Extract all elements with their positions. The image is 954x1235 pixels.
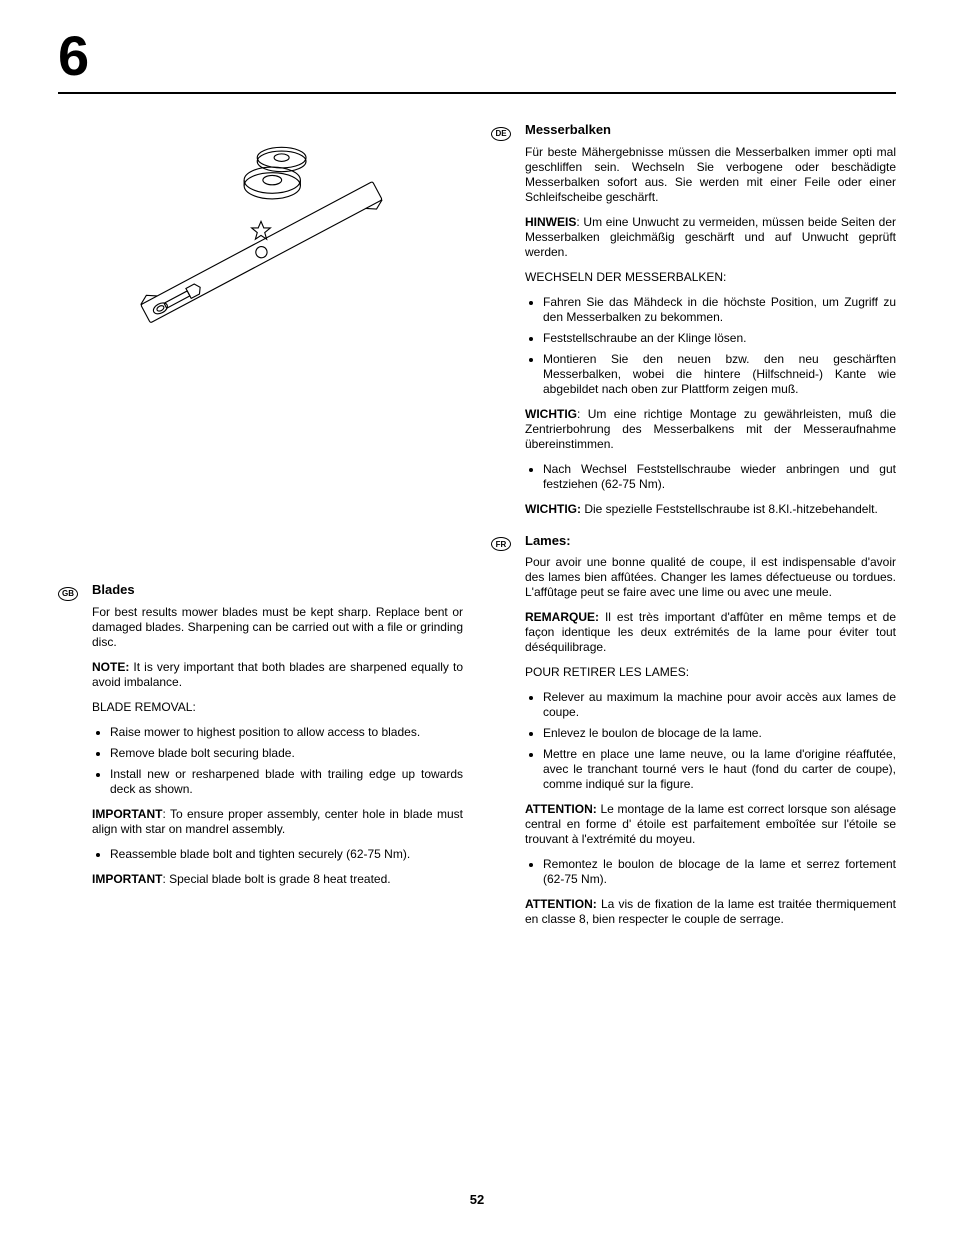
- list-item: Remove blade bolt securing blade.: [110, 746, 463, 761]
- gb-title: Blades: [92, 582, 135, 597]
- list-item: Relever au maximum la machine pour avoir…: [543, 690, 896, 720]
- list-item: Enlevez le boulon de blocage de la lame.: [543, 726, 896, 741]
- de-bullets-2: Nach Wechsel Feststellschraube wieder an…: [525, 462, 896, 492]
- gb-important1-label: IMPORTANT: [92, 807, 162, 821]
- gb-important-2: IMPORTANT: Special blade bolt is grade 8…: [92, 872, 463, 887]
- list-item: Remontez le boulon de blocage de la lame…: [543, 857, 896, 887]
- fr-remarque: REMARQUE: Il est très important d'affûte…: [525, 610, 896, 655]
- chapter-number: 6: [58, 28, 896, 84]
- list-item: Raise mower to highest position to allow…: [110, 725, 463, 740]
- list-item: Montieren Sie den neuen bzw. den neu ges…: [543, 352, 896, 397]
- gb-important2-text: : Special blade bolt is grade 8 heat tre…: [162, 872, 390, 886]
- fr-attention2-label: ATTENTION:: [525, 897, 597, 911]
- fr-header: FR Lames:: [491, 533, 896, 550]
- de-wichtig2-label: WICHTIG:: [525, 502, 581, 516]
- fr-remarque-label: REMARQUE:: [525, 610, 599, 624]
- gb-note: NOTE: It is very important that both bla…: [92, 660, 463, 690]
- list-item: Fahren Sie das Mähdeck in die höchste Po…: [543, 295, 896, 325]
- gb-removal-heading: BLADE REMOVAL:: [92, 700, 463, 715]
- right-column: DE Messerbalken Für beste Mähergebnisse …: [491, 122, 896, 943]
- gb-note-text: It is very important that both blades ar…: [92, 660, 463, 689]
- content-columns: GB Blades For best results mower blades …: [58, 122, 896, 943]
- fr-section: FR Lames: Pour avoir une bonne qualité d…: [491, 533, 896, 928]
- gb-bullets-1: Raise mower to highest position to allow…: [92, 725, 463, 797]
- fr-attention1-label: ATTENTION:: [525, 802, 597, 816]
- fr-intro: Pour avoir une bonne qualité de coupe, i…: [525, 555, 896, 600]
- fr-removal-heading: POUR RETIRER LES LAMES:: [525, 665, 896, 680]
- fr-attention-2: ATTENTION: La vis de fixation de la lame…: [525, 897, 896, 927]
- gb-note-label: NOTE:: [92, 660, 129, 674]
- de-header: DE Messerbalken: [491, 122, 896, 139]
- de-wichtig1-text: : Um eine richtige Montage zu gewährleis…: [525, 407, 896, 451]
- de-wichtig2-text: Die spezielle Feststellschraube ist 8.Kl…: [581, 502, 878, 516]
- de-section: DE Messerbalken Für beste Mähergebnisse …: [491, 122, 896, 517]
- page-number: 52: [0, 1192, 954, 1207]
- list-item: Nach Wechsel Feststellschraube wieder an…: [543, 462, 896, 492]
- de-wichtig-1: WICHTIG: Um eine richtige Montage zu gew…: [525, 407, 896, 452]
- gb-section: GB Blades For best results mower blades …: [58, 582, 463, 887]
- de-hinweis: HINWEIS: Um eine Unwucht zu vermeiden, m…: [525, 215, 896, 260]
- de-title: Messerbalken: [525, 122, 611, 137]
- list-item: Reassemble blade bolt and tighten secure…: [110, 847, 463, 862]
- de-removal-heading: WECHSELN DER MESSERBALKEN:: [525, 270, 896, 285]
- list-item: Feststellschraube an der Klinge lösen.: [543, 331, 896, 346]
- blade-diagram: [58, 142, 463, 362]
- de-wichtig-2: WICHTIG: Die spezielle Feststellschraube…: [525, 502, 896, 517]
- fr-title: Lames:: [525, 533, 571, 548]
- fr-badge-icon: FR: [491, 537, 511, 551]
- gb-bullets-2: Reassemble blade bolt and tighten secure…: [92, 847, 463, 862]
- de-hinweis-text: : Um eine Unwucht zu vermeiden, müssen b…: [525, 215, 896, 259]
- de-wichtig1-label: WICHTIG: [525, 407, 577, 421]
- de-bullets-1: Fahren Sie das Mähdeck in die höchste Po…: [525, 295, 896, 397]
- de-badge-icon: DE: [491, 127, 511, 141]
- blade-svg: [111, 142, 411, 342]
- header-rule: [58, 92, 896, 94]
- list-item: Install new or resharpened blade with tr…: [110, 767, 463, 797]
- fr-attention-1: ATTENTION: Le montage de la lame est cor…: [525, 802, 896, 847]
- gb-important2-label: IMPORTANT: [92, 872, 162, 886]
- gb-important-1: IMPORTANT: To ensure proper assembly, ce…: [92, 807, 463, 837]
- gb-intro: For best results mower blades must be ke…: [92, 605, 463, 650]
- list-item: Mettre en place une lame neuve, ou la la…: [543, 747, 896, 792]
- de-intro: Für beste Mähergebnisse müssen die Messe…: [525, 145, 896, 205]
- gb-header: GB Blades: [58, 582, 463, 599]
- fr-bullets-2: Remontez le boulon de blocage de la lame…: [525, 857, 896, 887]
- gb-badge-icon: GB: [58, 587, 78, 601]
- de-hinweis-label: HINWEIS: [525, 215, 576, 229]
- fr-bullets-1: Relever au maximum la machine pour avoir…: [525, 690, 896, 792]
- left-column: GB Blades For best results mower blades …: [58, 122, 463, 943]
